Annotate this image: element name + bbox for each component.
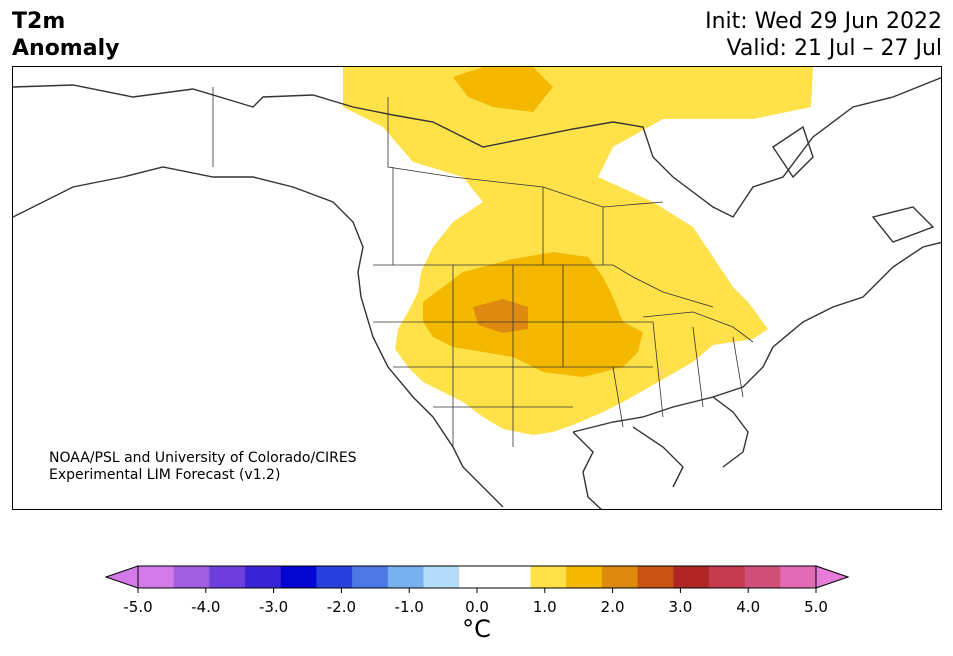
colorbar-tick-label: -1.0 — [395, 598, 424, 616]
colorbar-segment — [209, 566, 246, 588]
colorbar-tick-label: 5.0 — [804, 598, 828, 616]
colorbar-segment — [138, 566, 175, 588]
colorbar-ticks: -5.0 -4.0 -3.0 -2.0 -1.0 0.0 1.0 2.0 3.0 4.0 5.0 — [123, 588, 828, 616]
colorbar-tick-label: 2.0 — [601, 598, 625, 616]
colorbar-segment — [280, 566, 317, 588]
colorbar-segment — [352, 566, 389, 588]
colorbar-segment — [708, 566, 746, 588]
colorbar-tick-label: 0.0 — [465, 598, 489, 616]
anomaly-area-1.0-north — [453, 67, 553, 112]
colorbar-segment — [316, 566, 353, 588]
colorbar-segment — [459, 566, 496, 588]
credit-text: NOAA/PSL and University of Colorado/CIRE… — [49, 450, 357, 484]
init-date: Init: Wed 29 Jun 2022 — [705, 9, 942, 34]
colorbar-segment — [744, 566, 781, 588]
colorbar-segment — [601, 566, 639, 588]
political-boundaries — [212, 87, 754, 447]
valid-date: Valid: 21 Jul – 27 Jul — [726, 36, 942, 61]
colorbar-segment — [173, 566, 210, 588]
colorbar-tick-label: -3.0 — [259, 598, 288, 616]
colorbar-segment — [245, 566, 282, 588]
title-line-1: T2m — [12, 9, 66, 34]
colorbar-tick-label: 4.0 — [736, 598, 760, 616]
colorbar-unit-label: °C — [462, 615, 491, 643]
colorbar-segment — [494, 566, 532, 588]
anomaly-area-1.0 — [423, 252, 643, 377]
forecast-dates: Init: Wed 29 Jun 2022 Valid: 21 Jul – 27… — [705, 8, 942, 62]
title-line-2: Anomaly — [12, 36, 120, 61]
colorbar-segment — [530, 566, 567, 588]
colorbar-over-arrow — [815, 565, 850, 589]
colorbar-tick-label: 3.0 — [668, 598, 692, 616]
credit-line-2: Experimental LIM Forecast (v1.2) — [49, 467, 281, 483]
anomaly-area-1.5 — [473, 299, 528, 333]
colorbar-tick-label: -4.0 — [191, 598, 220, 616]
coastlines — [13, 77, 941, 509]
anomaly-map — [13, 67, 941, 509]
colorbar-segment — [423, 566, 460, 588]
map-title: T2m Anomaly — [12, 8, 119, 62]
colorbar-segments — [138, 566, 817, 588]
colorbar-tick-label: -2.0 — [327, 598, 356, 616]
colorbar-segment — [387, 566, 424, 588]
colorbar-under-arrow — [104, 565, 139, 589]
map-panel — [12, 66, 942, 510]
colorbar-segment — [673, 566, 710, 588]
colorbar-tick-label: -5.0 — [123, 598, 152, 616]
colorbar-segment — [637, 566, 674, 588]
credit-line-1: NOAA/PSL and University of Colorado/CIRE… — [49, 450, 357, 466]
colorbar-tick-label: 1.0 — [533, 598, 557, 616]
colorbar-segment — [566, 566, 603, 588]
colorbar-segment — [780, 566, 817, 588]
